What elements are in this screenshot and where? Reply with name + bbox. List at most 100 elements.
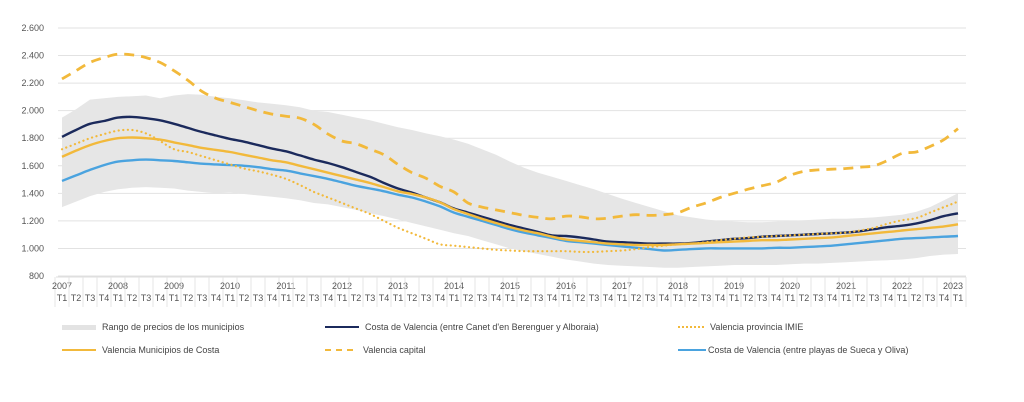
x-quarter-label: T4 — [491, 293, 502, 303]
x-quarter-label: T1 — [561, 293, 572, 303]
x-quarter-label: T3 — [701, 293, 712, 303]
legend-item-costa-canet: Costa de Valencia (entre Canet d'en Bere… — [325, 322, 599, 332]
x-quarter-label: T2 — [631, 293, 642, 303]
x-quarter-label: T3 — [253, 293, 264, 303]
legend-label: Valencia Municipios de Costa — [102, 345, 220, 355]
x-quarter-label: T4 — [379, 293, 390, 303]
y-tick-label: 1.400 — [21, 188, 44, 198]
x-year-label: 2007 — [52, 281, 72, 291]
x-quarter-label: T1 — [673, 293, 684, 303]
x-year-label: 2014 — [444, 281, 464, 291]
x-quarter-label: T1 — [505, 293, 516, 303]
y-tick-label: 1.200 — [21, 216, 44, 226]
x-quarter-label: T3 — [309, 293, 320, 303]
y-tick-label: 2.200 — [21, 78, 44, 88]
x-quarter-label: T3 — [533, 293, 544, 303]
x-quarter-label: T2 — [183, 293, 194, 303]
x-quarter-label: T3 — [365, 293, 376, 303]
x-year-label: 2013 — [388, 281, 408, 291]
x-quarter-label: T2 — [127, 293, 138, 303]
x-quarter-label: T4 — [603, 293, 614, 303]
x-quarter-label: T2 — [687, 293, 698, 303]
series-line-1 — [60, 128, 960, 254]
legend-label: Valencia capital — [363, 345, 426, 355]
y-tick-label: 2.600 — [21, 23, 44, 33]
x-quarter-label: T2 — [519, 293, 530, 303]
x-quarter-label: T2 — [799, 293, 810, 303]
legend-label: Valencia provincia IMIE — [710, 322, 804, 332]
x-year-label: 2016 — [556, 281, 576, 291]
series-lines — [60, 52, 960, 254]
x-quarter-label: T1 — [729, 293, 740, 303]
x-quarter-label: T4 — [267, 293, 278, 303]
x-quarter-label: T2 — [463, 293, 474, 303]
x-quarter-label: T2 — [911, 293, 922, 303]
x-year-label: 2011 — [276, 281, 295, 291]
x-quarter-label: T1 — [897, 293, 908, 303]
y-tick-label: 2.400 — [21, 51, 44, 61]
x-year-label: 2023 — [943, 281, 963, 291]
band-area — [62, 94, 958, 268]
x-quarter-label: T1 — [57, 293, 68, 303]
x-quarter-label: T4 — [715, 293, 726, 303]
x-quarter-label: T4 — [659, 293, 670, 303]
x-quarter-label: T4 — [211, 293, 222, 303]
legend-swatch-dotted — [678, 326, 704, 328]
x-quarter-label: T4 — [827, 293, 838, 303]
x-quarter-label: T2 — [239, 293, 250, 303]
x-quarter-label: T1 — [617, 293, 628, 303]
x-quarter-label: T1 — [113, 293, 124, 303]
x-quarter-label: T1 — [841, 293, 852, 303]
x-year-label: 2018 — [668, 281, 688, 291]
x-quarter-label: T3 — [197, 293, 208, 303]
x-year-label: 2010 — [220, 281, 240, 291]
x-year-label: 2017 — [612, 281, 632, 291]
x-quarter-label: T4 — [323, 293, 334, 303]
legend-item-capital: Valencia capital — [325, 345, 425, 355]
legend-item-band: Rango de precios de los municipios — [62, 322, 244, 332]
y-axis: 2.600 2.400 2.200 2.000 1.800 1.600 1.400 1.200… — [21, 23, 44, 281]
x-quarter-label: T1 — [225, 293, 236, 303]
legend-swatch-band — [62, 324, 96, 330]
x-year-label: 2019 — [724, 281, 744, 291]
x-quarter-label: T4 — [99, 293, 110, 303]
price-range-band — [62, 94, 958, 268]
x-quarter-label: T4 — [771, 293, 782, 303]
x-quarter-label: T3 — [925, 293, 936, 303]
x-quarter-label: T3 — [141, 293, 152, 303]
x-quarter-label: T4 — [155, 293, 166, 303]
x-quarter-label: T2 — [575, 293, 586, 303]
x-quarter-label: T2 — [407, 293, 418, 303]
x-quarter-label: T2 — [855, 293, 866, 303]
legend-item-municipios-costa: Valencia Municipios de Costa — [62, 345, 219, 355]
x-quarter-label: T3 — [421, 293, 432, 303]
x-year-label: 2020 — [780, 281, 800, 291]
x-quarter-label: T3 — [477, 293, 488, 303]
legend-label: Costa de Valencia (entre Canet d'en Bere… — [365, 322, 599, 332]
x-quarter-label: T3 — [757, 293, 768, 303]
x-quarter-label: T4 — [547, 293, 558, 303]
legend-swatch-yellow — [62, 349, 96, 351]
x-quarter-label: T3 — [645, 293, 656, 303]
x-year-label: 2015 — [500, 281, 520, 291]
x-quarter-label: T1 — [953, 293, 964, 303]
x-year-label: 2012 — [332, 281, 352, 291]
x-year-label: 2008 — [108, 281, 128, 291]
y-tick-label: 800 — [29, 271, 44, 281]
legend-swatch-navy — [325, 326, 359, 328]
x-quarter-label: T4 — [435, 293, 446, 303]
x-quarter-label: T1 — [785, 293, 796, 303]
x-quarter-label: T3 — [869, 293, 880, 303]
x-quarter-label: T2 — [295, 293, 306, 303]
x-quarter-label: T3 — [589, 293, 600, 303]
x-quarter-label: T1 — [393, 293, 404, 303]
x-quarter-label: T1 — [169, 293, 180, 303]
x-quarter-label: T3 — [813, 293, 824, 303]
series-line-4 — [61, 158, 959, 252]
x-year-label: 2009 — [164, 281, 184, 291]
legend-label: Costa de Valencia (entre playas de Sueca… — [708, 345, 909, 355]
y-tick-label: 1.800 — [21, 133, 44, 143]
x-quarter-label: T2 — [351, 293, 362, 303]
